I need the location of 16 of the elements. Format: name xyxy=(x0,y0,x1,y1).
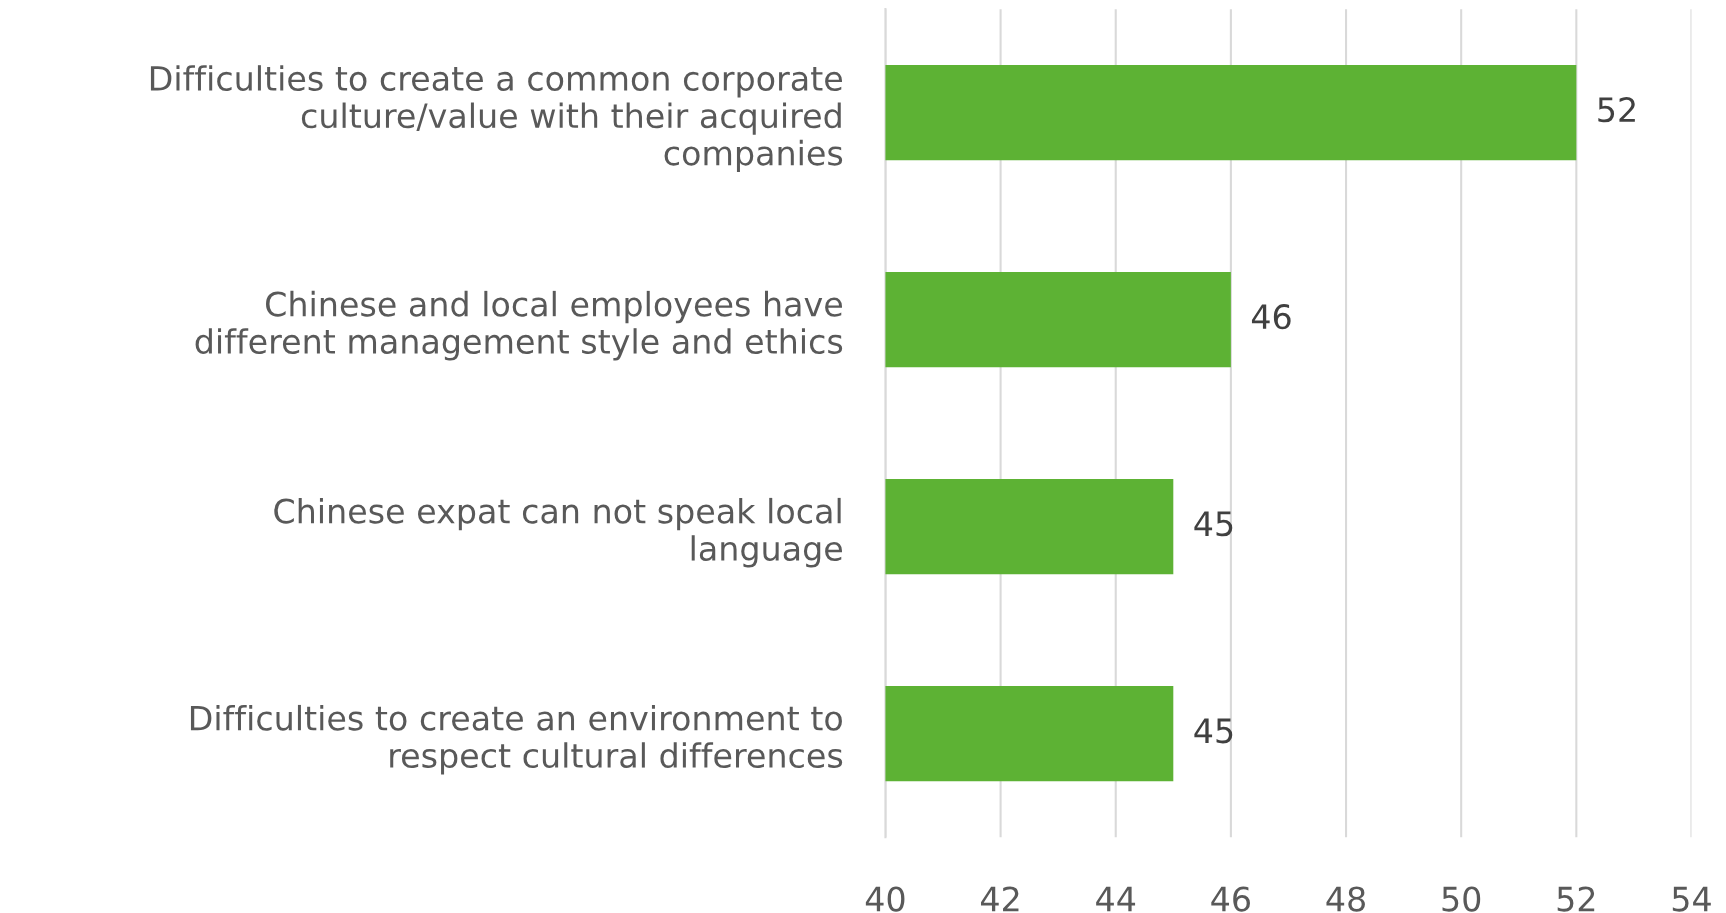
data-label: 46 xyxy=(1251,304,1291,330)
data-label: 45 xyxy=(1194,718,1233,744)
x-tick-label: 44 xyxy=(1096,886,1136,912)
y-tick-label: Chinese expat can not speak local language xyxy=(274,497,842,568)
y-tick-label: Difficulties to create an environment to respect cultural differences xyxy=(190,704,843,775)
x-tick-label: 54 xyxy=(1672,886,1711,912)
y-tick-label: Chinese and local employees have different management style and ethics xyxy=(195,290,843,361)
x-tick-label: 46 xyxy=(1211,886,1250,912)
x-tick-label: 52 xyxy=(1557,886,1595,912)
x-tick-label: 40 xyxy=(865,886,905,912)
x-tick-label: 42 xyxy=(981,886,1019,912)
y-tick-label: Difficulties to create a common corporate culture/value with their acquired companies xyxy=(150,65,843,173)
data-label: 52 xyxy=(1598,97,1635,123)
x-tick-label: 50 xyxy=(1442,886,1481,912)
x-tick-label: 48 xyxy=(1326,886,1365,912)
data-label: 45 xyxy=(1194,511,1233,537)
